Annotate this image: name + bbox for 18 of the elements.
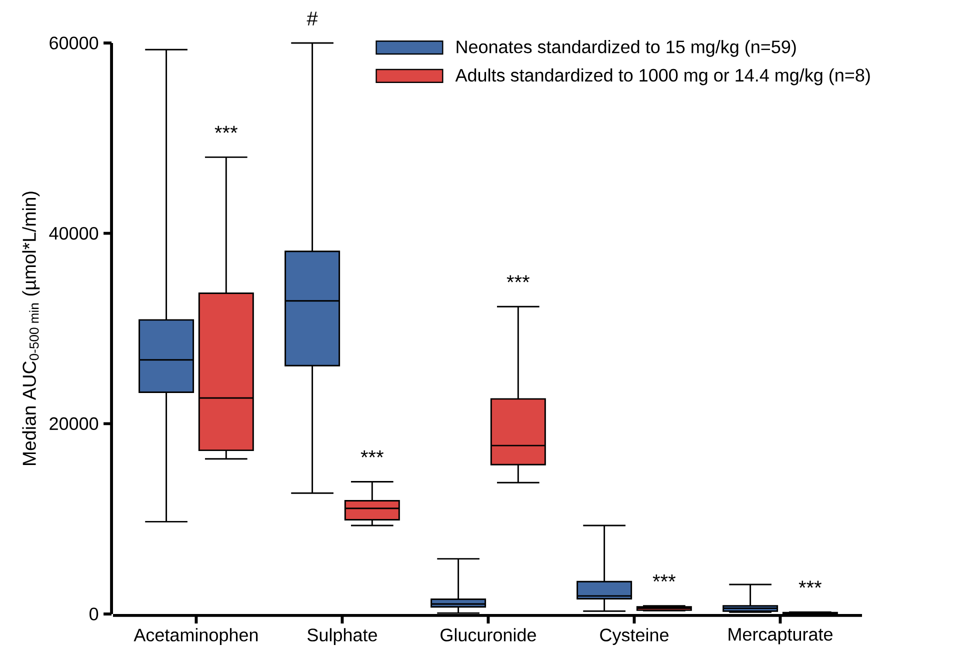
annotation: *** (506, 275, 530, 282)
annotation: *** (214, 126, 238, 133)
y-tick-label: 40000 (49, 226, 98, 240)
x-tick-label: Cysteine (600, 628, 668, 645)
y-tick-label: 60000 (50, 36, 98, 50)
x-tick-label: Glucuronide (440, 628, 536, 642)
y-axis-title: Median AUC$_{0-500 min}$ (µmol*L/min) (22, 192, 40, 465)
annotation: *** (652, 574, 676, 582)
legend-label: Neonates standardized to 15 mg/kg (n=59) (456, 40, 796, 57)
y-tick-label: 20000 (50, 417, 98, 430)
x-tick-label: Sulphate (308, 628, 377, 645)
legend-label: Adults standardized to 1000 mg or 14.4 mg/kg (n=8) (455, 68, 870, 86)
x-tick-label: Mercapturate (728, 628, 832, 644)
annotation: *** (798, 580, 822, 588)
text: # (306, 12, 318, 26)
annotation: *** (360, 450, 384, 458)
x-tick-label: Acetaminophen (134, 628, 258, 645)
y-tick-label: 0 (90, 608, 98, 620)
